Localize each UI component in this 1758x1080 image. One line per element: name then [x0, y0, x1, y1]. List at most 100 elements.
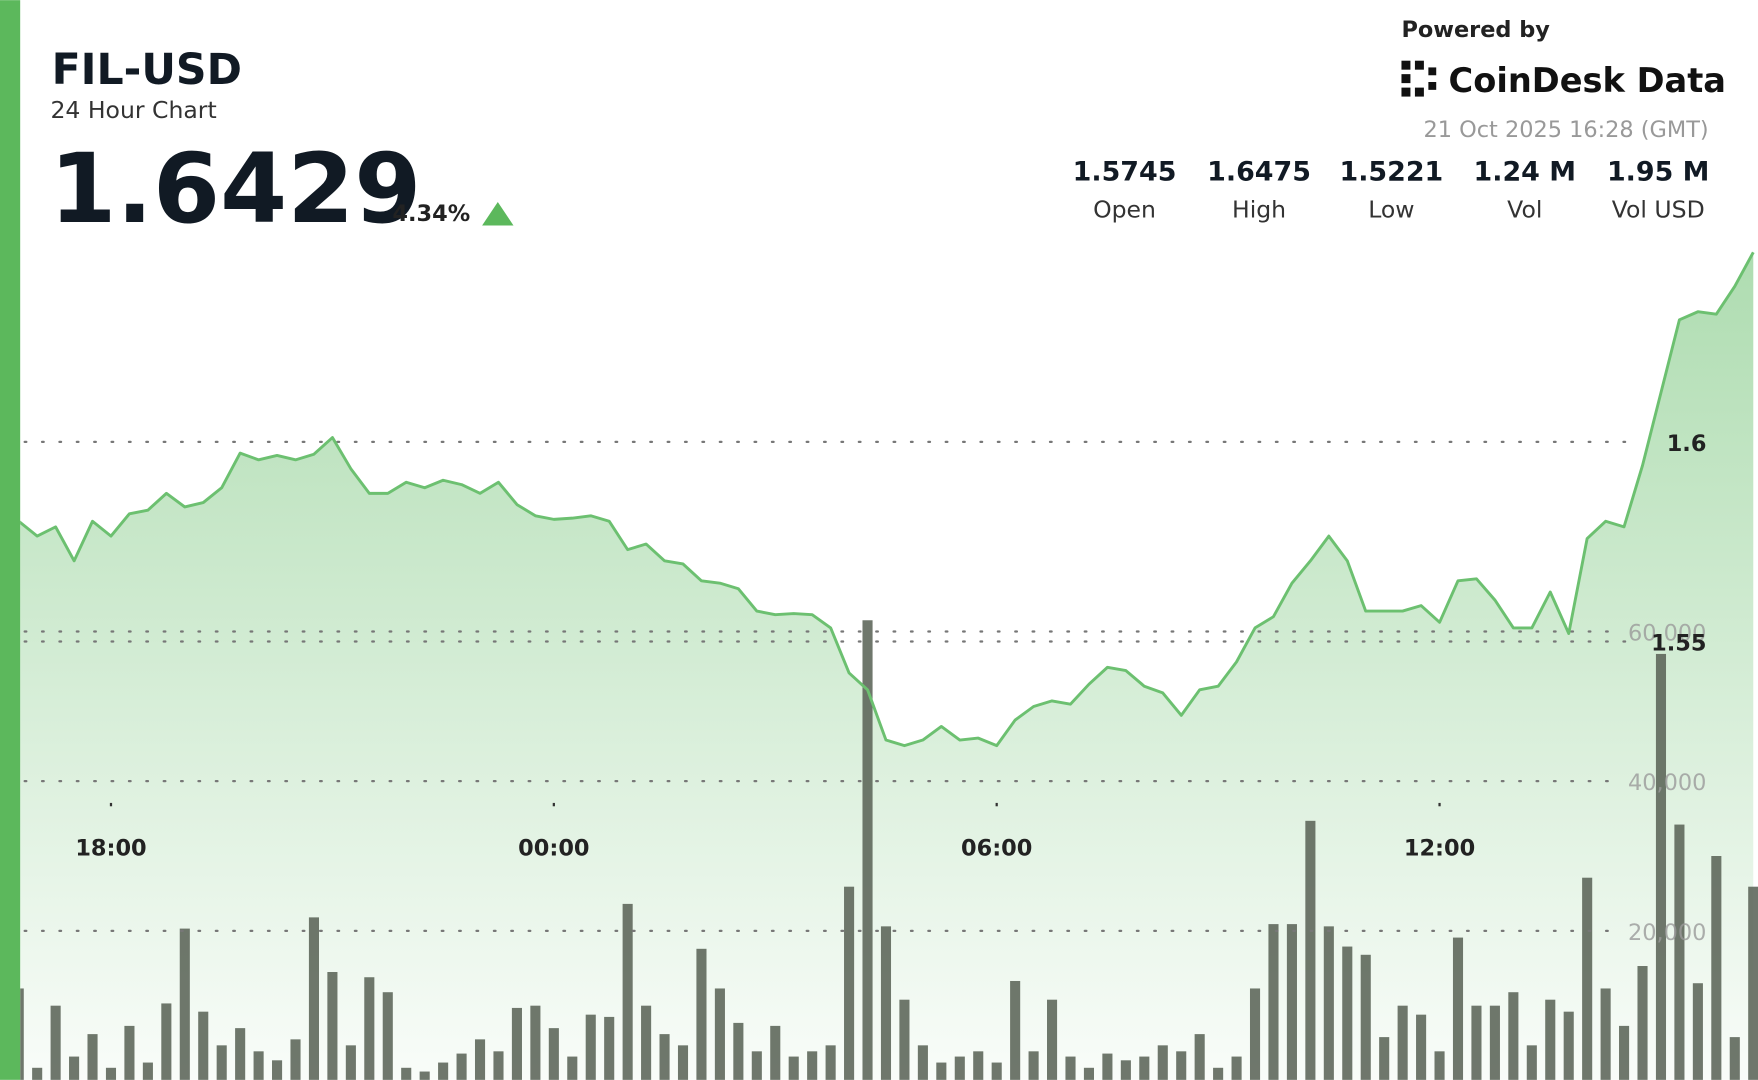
- stat-value: 1.6475: [1207, 157, 1311, 188]
- volume-bar: [1655, 653, 1667, 1080]
- price: 1.6429: [49, 133, 421, 245]
- volume-bar: [290, 1039, 301, 1080]
- volume-bar: [548, 1028, 559, 1080]
- volume-bar: [1194, 1034, 1205, 1080]
- volume-bar: [807, 1051, 818, 1080]
- volume-bar: [493, 1051, 504, 1080]
- volume-bar: [364, 977, 375, 1080]
- volume-bar: [622, 903, 633, 1080]
- volume-bar: [1692, 983, 1703, 1080]
- volume-bar: [641, 1005, 652, 1080]
- volume-bar: [1176, 1051, 1187, 1080]
- stat-label: Vol: [1507, 196, 1542, 224]
- volume-bar: [1397, 1005, 1408, 1080]
- volume-bar: [253, 1051, 264, 1080]
- volume-bar: [1286, 924, 1297, 1080]
- subtitle: 24 Hour Chart: [50, 96, 216, 124]
- volume-bar: [179, 928, 190, 1080]
- volume-bar: [1545, 999, 1556, 1080]
- volume-bar: [1379, 1037, 1390, 1080]
- volume-bar: [1526, 1045, 1537, 1080]
- volume-bar: [124, 1025, 135, 1080]
- volume-bar: [825, 1045, 836, 1080]
- volume-bar: [142, 1062, 153, 1080]
- volume-bar: [1471, 1005, 1482, 1080]
- volume-bar: [216, 1045, 227, 1080]
- volume-bar: [1563, 1011, 1574, 1080]
- stats: 1.5745 Open 1.6475 High 1.5221 Low 1.24 M Vol 1.…: [1073, 157, 1710, 224]
- volume-bar: [1582, 877, 1593, 1080]
- volume-bar: [1120, 1060, 1131, 1080]
- volume-bar: [844, 886, 855, 1080]
- volume-bar: [862, 620, 873, 1080]
- volume-bar: [474, 1039, 486, 1080]
- y-tick-label: 1.55: [1651, 630, 1706, 656]
- volume-bar: [1268, 924, 1279, 1080]
- volume-bar: [1305, 820, 1316, 1080]
- volume-bar: [401, 1067, 412, 1080]
- volume-bar: [751, 1051, 762, 1080]
- volume-bar: [272, 1060, 283, 1080]
- volume-bar: [308, 917, 320, 1080]
- volume-bar: [585, 1014, 596, 1080]
- stat-label: Open: [1093, 196, 1156, 224]
- volume-bar: [1213, 1067, 1224, 1080]
- timestamp: 21 Oct 2025 16:28 (GMT): [1423, 117, 1708, 143]
- volume-bar: [511, 1007, 522, 1080]
- volume-bar: [1600, 988, 1611, 1080]
- volume-bar: [770, 1025, 781, 1080]
- volume-bar: [1360, 954, 1371, 1080]
- stat-label: High: [1232, 196, 1286, 224]
- plot-area: [20, 251, 1758, 1080]
- volume-bar: [1323, 926, 1334, 1080]
- volume-bar: [1249, 988, 1261, 1080]
- title: FIL-USD: [52, 45, 242, 95]
- volume-bar: [1674, 824, 1685, 1080]
- stat-value: 1.24 M: [1474, 157, 1576, 188]
- volume-bar: [382, 992, 393, 1080]
- y-tick-label: 1.6: [1667, 431, 1707, 457]
- volume-bar: [1028, 1051, 1039, 1080]
- stat-value: 1.5745: [1073, 157, 1177, 188]
- price-area: [20, 252, 1754, 1080]
- volume-bar: [32, 1067, 43, 1080]
- volume-bar: [1452, 937, 1464, 1080]
- volume-bar: [1434, 1051, 1445, 1080]
- up-arrow: [482, 201, 514, 226]
- volume-bar: [733, 1022, 744, 1080]
- volume-bar: [198, 1011, 209, 1080]
- x-tick-label: 18:00: [75, 836, 146, 862]
- volume-bar: [788, 1056, 799, 1080]
- volume-bar: [696, 948, 707, 1080]
- volume-bar: [1139, 1056, 1150, 1080]
- volume-bar: [917, 1045, 928, 1080]
- stat-label: Vol USD: [1612, 196, 1705, 224]
- volume-bar: [1489, 1005, 1500, 1080]
- volume-bar: [1083, 1067, 1095, 1080]
- volume-bar: [1047, 999, 1058, 1080]
- volume-bar: [604, 1016, 615, 1080]
- volume-bar: [456, 1053, 467, 1080]
- volume-bar: [50, 1005, 61, 1080]
- volume-bar: [991, 1062, 1002, 1080]
- volume-bar: [1416, 1014, 1427, 1080]
- price-line: [20, 251, 1755, 748]
- volume-bar: [973, 1051, 984, 1080]
- x-tick-label: 06:00: [961, 836, 1032, 862]
- volume-bar: [659, 1034, 670, 1080]
- volume-bar: [1010, 980, 1021, 1080]
- volume-bar: [1637, 966, 1648, 1080]
- volume-bar: [530, 1005, 541, 1080]
- volume-bar: [1619, 1025, 1630, 1080]
- volume-bar: [1342, 946, 1353, 1080]
- volume-bar: [1729, 1037, 1740, 1080]
- volume-bar: [327, 972, 338, 1080]
- volume-bar: [20, 988, 24, 1080]
- stat-value: 1.95 M: [1607, 157, 1709, 188]
- volume-bar: [105, 1067, 117, 1080]
- brand-logo: [1401, 60, 1437, 97]
- y2-tick-label: 20,000: [1628, 920, 1706, 946]
- volume-bar: [1748, 886, 1758, 1080]
- powered-by: Powered by: [1401, 17, 1550, 43]
- volume-bar: [936, 1062, 947, 1080]
